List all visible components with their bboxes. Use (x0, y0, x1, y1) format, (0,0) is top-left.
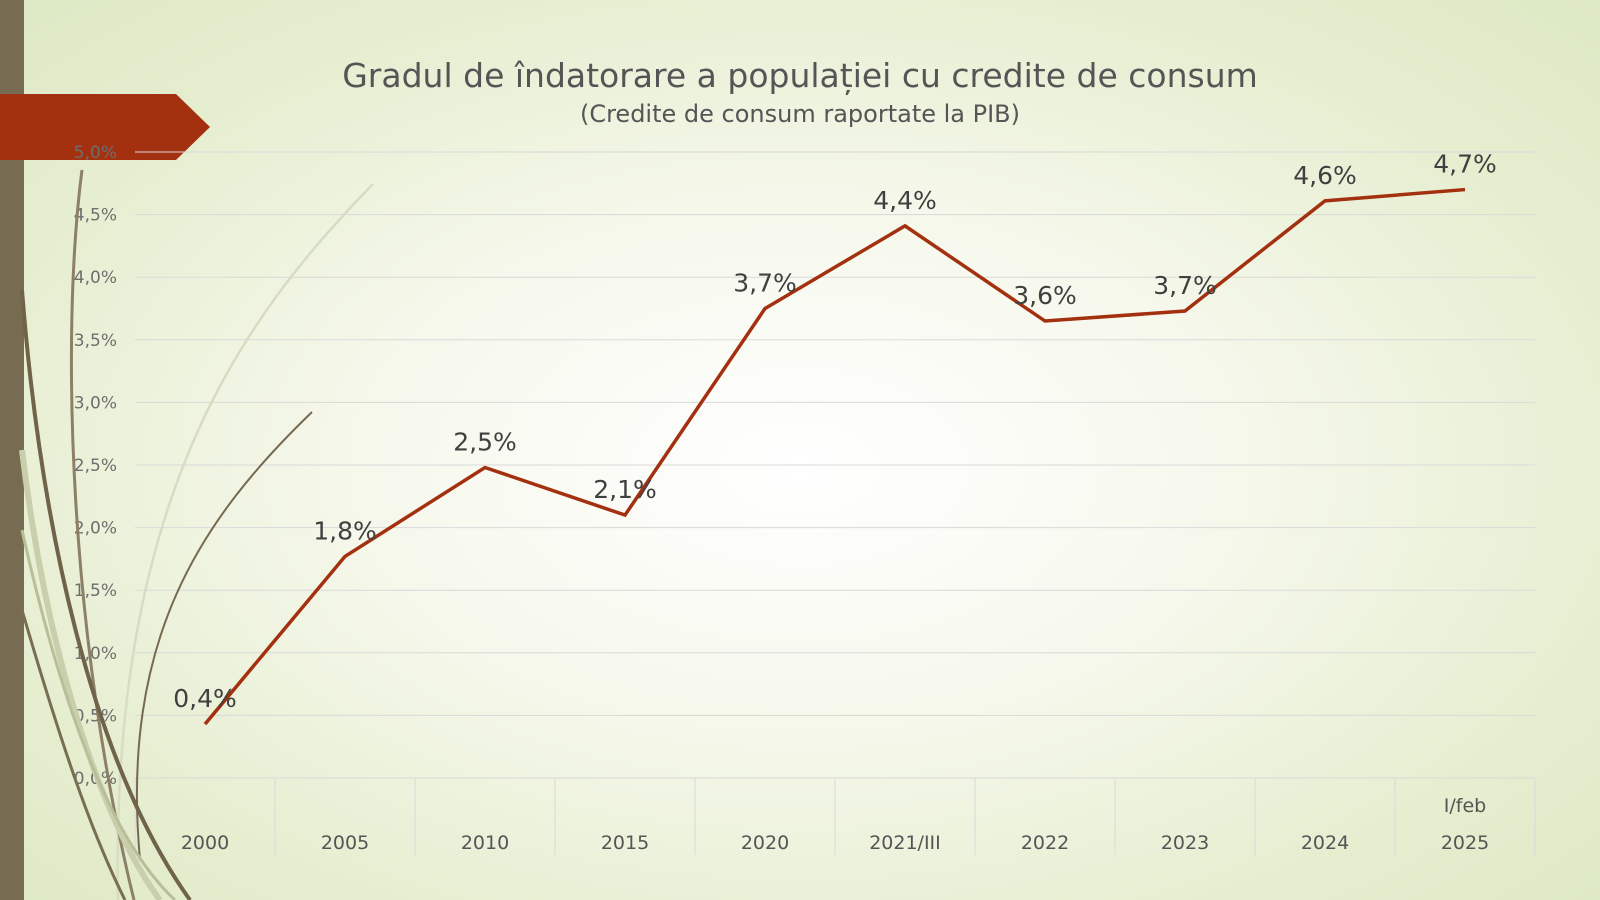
x-tick-label: 2025 (1441, 832, 1489, 854)
x-tick-label: I/feb (1444, 795, 1486, 817)
chart-title: Gradul de îndatorare a populației cu cre… (342, 56, 1258, 95)
x-tick-label: 2022 (1021, 832, 1069, 854)
data-label: 3,6% (1013, 281, 1077, 310)
y-tick-label: 0,0% (74, 769, 117, 789)
y-tick-label: 2,0% (74, 519, 117, 539)
y-axis-ticks: 0,0% 0,5% 1,0% 1,5% 2,0% 2,5% 3,0% 3,5% 4,0% 4,5%… (74, 143, 117, 789)
series-line (203, 187, 1466, 726)
gridlines (134, 151, 1536, 855)
y-tick-label: 5,0% (74, 143, 117, 163)
data-labels: 0,4% 1,8% 2,5% 2,1% 3,7% 4,4% 3,6% 3,7% 4,6% 4,7% (173, 150, 1497, 714)
y-tick-label: 4,0% (74, 268, 117, 288)
data-label: 1,8% (313, 516, 377, 545)
y-tick-label: 2,5% (74, 456, 117, 476)
data-label: 2,1% (593, 475, 657, 504)
chart-subtitle: (Credite de consum raportate la PIB) (579, 100, 1021, 128)
y-tick-label: 1,5% (74, 581, 117, 601)
data-label: 4,4% (873, 186, 937, 215)
x-tick-label: 2015 (601, 832, 649, 854)
data-label: 4,6% (1293, 161, 1357, 190)
y-tick-label: 0,5% (74, 706, 117, 726)
y-tick-label: 3,5% (74, 331, 117, 351)
data-label: 4,7% (1433, 150, 1497, 179)
data-label: 2,5% (453, 428, 517, 457)
x-tick-label: 2000 (181, 832, 229, 854)
data-label: 0,4% (173, 684, 237, 713)
x-tick-label: 2021/III (869, 832, 941, 854)
y-tick-label: 1,0% (74, 644, 117, 664)
data-label: 3,7% (1153, 271, 1217, 300)
x-tick-label: 2010 (461, 832, 509, 854)
x-tick-label: 2023 (1161, 832, 1209, 854)
x-axis-ticks: 2000 2005 2010 2015 2020 2021/III 2022 2023 2024… (181, 795, 1489, 854)
series-line-group (203, 187, 1466, 726)
data-label: 3,7% (733, 269, 797, 298)
y-tick-label: 3,0% (74, 393, 117, 413)
x-tick-label: 2005 (321, 832, 369, 854)
y-tick-label: 4,5% (74, 206, 117, 226)
title-arrow-tag (0, 94, 210, 160)
x-tick-label: 2024 (1301, 832, 1349, 854)
x-tick-label: 2020 (741, 832, 789, 854)
